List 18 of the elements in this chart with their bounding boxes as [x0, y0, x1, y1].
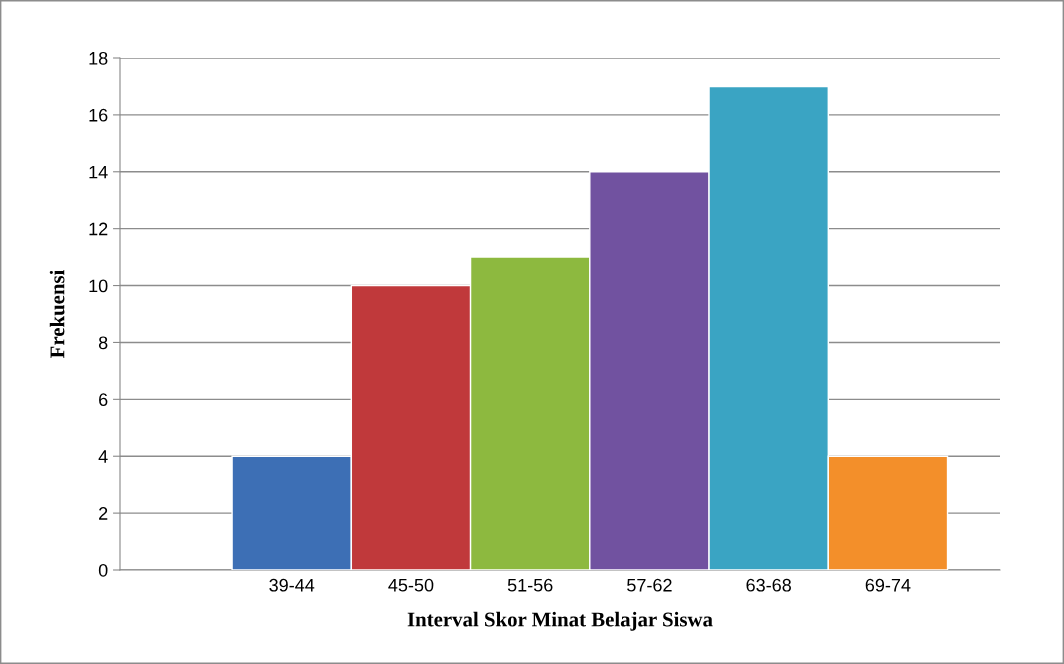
y-axis-title: Frekuensi — [49, 269, 65, 359]
y-tick-label: 2 — [99, 507, 108, 520]
x-tick-label: 51-56 — [507, 578, 553, 592]
y-tick-label: 8 — [98, 336, 108, 350]
x-axis-title: Interval Skor Minat Belajar Siswa — [407, 611, 713, 631]
x-tick-label: 69-74 — [865, 578, 911, 592]
x-tick-label: 57-62 — [627, 578, 672, 592]
x-tick-label: 45-50 — [388, 578, 434, 592]
y-tick-label: 0 — [98, 563, 108, 577]
y-tick-label: 4 — [98, 450, 108, 463]
y-tick-label: 18 — [89, 51, 108, 65]
x-tick-label: 63-68 — [746, 578, 791, 592]
y-tick-label: 6 — [99, 393, 108, 407]
x-tick-label: 39-44 — [269, 578, 315, 592]
y-tick-label: 12 — [89, 222, 108, 236]
y-tick-label: 14 — [89, 165, 108, 179]
y-tick-label: 10 — [89, 279, 108, 293]
y-tick-label: 16 — [89, 108, 108, 122]
